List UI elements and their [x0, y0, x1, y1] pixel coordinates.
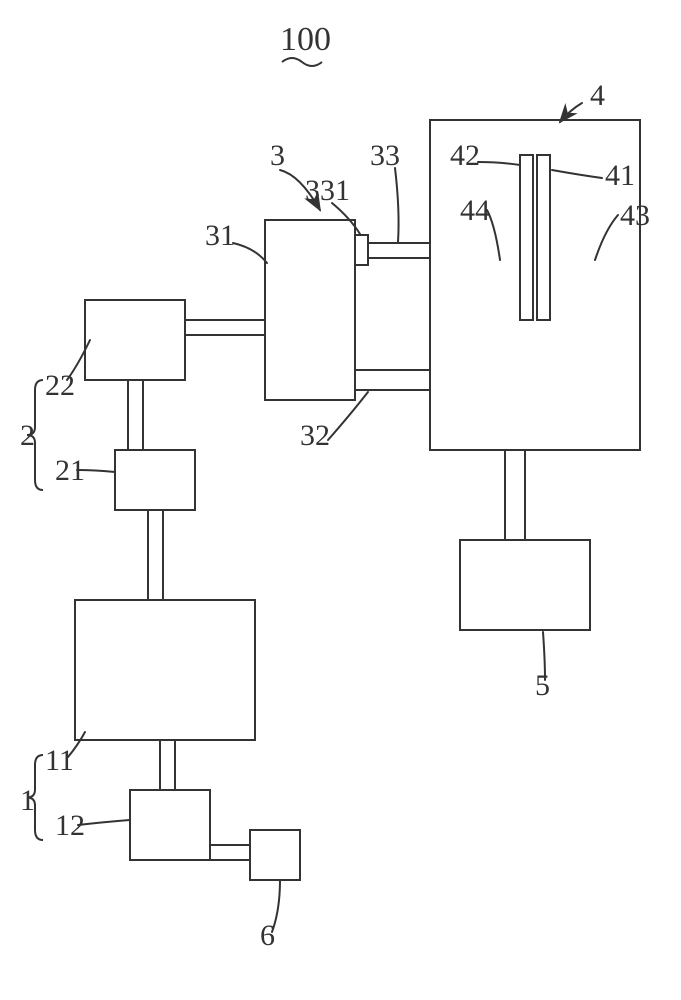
- leader-14: [595, 215, 618, 260]
- label-l43: 43: [620, 199, 650, 232]
- figure-number: 100: [280, 21, 331, 58]
- connector-1: [210, 845, 250, 860]
- label-l1: 1: [20, 784, 35, 817]
- block-b6: [250, 830, 300, 880]
- block-b42: [520, 155, 533, 320]
- connector-0: [160, 740, 175, 790]
- connector-7: [505, 450, 525, 540]
- connector-2: [148, 510, 163, 600]
- label-l4: 4: [590, 79, 605, 112]
- label-l3: 3: [270, 139, 285, 172]
- connector-4: [185, 320, 265, 335]
- label-l21: 21: [55, 454, 85, 487]
- label-l33: 33: [370, 139, 400, 172]
- figure-number-tilde: [282, 58, 322, 66]
- connector-5: [368, 243, 430, 258]
- connector-6: [355, 370, 430, 390]
- leader-3: [233, 243, 267, 263]
- leader-11: [478, 162, 520, 165]
- label-l41: 41: [605, 159, 635, 192]
- label-l331: 331: [305, 174, 350, 207]
- leader-8: [78, 820, 130, 825]
- label-l44: 44: [460, 194, 490, 227]
- label-l5: 5: [535, 669, 550, 702]
- leader-12: [552, 170, 602, 178]
- block-diagram: 3333313132222121112164424144435100: [0, 0, 681, 1000]
- block-b21: [115, 450, 195, 510]
- label-l2: 2: [20, 419, 35, 452]
- label-l32: 32: [300, 419, 330, 452]
- block-b33: [355, 235, 368, 265]
- block-b5: [460, 540, 590, 630]
- block-b22: [85, 300, 185, 380]
- connector-3: [128, 380, 143, 450]
- leader-1: [395, 168, 399, 242]
- block-b11: [75, 600, 255, 740]
- label-l11: 11: [45, 744, 74, 777]
- label-l42: 42: [450, 139, 480, 172]
- block-b41: [537, 155, 550, 320]
- label-l22: 22: [45, 369, 75, 402]
- label-l6: 6: [260, 919, 275, 952]
- leader-2: [332, 203, 360, 234]
- block-b31: [265, 220, 355, 400]
- label-l12: 12: [55, 809, 85, 842]
- block-b12: [130, 790, 210, 860]
- label-l31: 31: [205, 219, 235, 252]
